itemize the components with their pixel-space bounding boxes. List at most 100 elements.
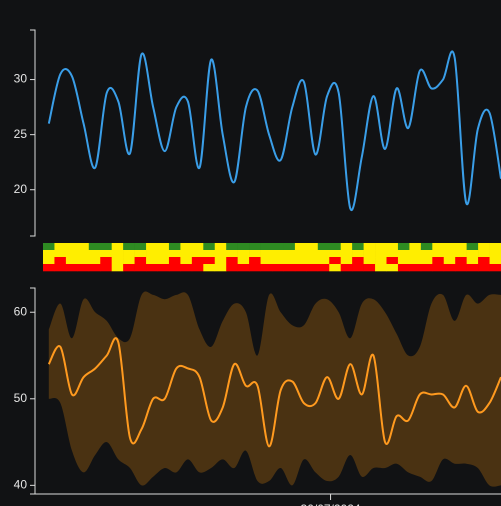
- heatmap-cell: [249, 257, 261, 265]
- heatmap-cell: [352, 257, 364, 265]
- line: [47, 50, 501, 212]
- heatmap-cell: [432, 250, 445, 258]
- heatmap-cell: [191, 257, 204, 265]
- heatmap-cell: [134, 243, 147, 251]
- heatmap-cell: [134, 250, 147, 258]
- heatmap-cell: [306, 243, 319, 251]
- heatmap-cell: [88, 264, 101, 272]
- heatmap-cell: [157, 264, 170, 272]
- heatmap-cell: [157, 257, 170, 265]
- heatmap-cell: [397, 264, 410, 272]
- heatmap-cell: [352, 250, 364, 258]
- heatmap-cell: [272, 264, 284, 272]
- heatmap-cell: [283, 257, 296, 265]
- heatmap-cell: [249, 250, 261, 258]
- heatmap-cell: [409, 250, 422, 258]
- heatmap-cell: [54, 257, 67, 265]
- heatmap-cell: [168, 250, 181, 258]
- heatmap-cell: [77, 250, 90, 258]
- y-tick-label: 25: [14, 127, 28, 141]
- heatmap-cell: [375, 264, 387, 272]
- heatmap-cell: [54, 250, 67, 258]
- heatmap-cell: [443, 264, 456, 272]
- heatmap-cell: [409, 264, 422, 272]
- heatmap-cell: [466, 243, 479, 251]
- heatmap-cell: [88, 257, 101, 265]
- heatmap-cell: [237, 243, 250, 251]
- heatmap-cell: [191, 243, 204, 251]
- heatmap-cell: [168, 243, 181, 251]
- heatmap-cell: [409, 257, 422, 265]
- heatmap-cell: [237, 250, 250, 258]
- heatmap-cell: [443, 243, 456, 251]
- heatmap-cell: [180, 243, 193, 251]
- heatmap-cell: [317, 264, 330, 272]
- heatmap-cell: [317, 243, 330, 251]
- heatmap-cell: [489, 264, 501, 272]
- heatmap-cell: [432, 264, 445, 272]
- heatmap-cell: [203, 243, 216, 251]
- y-tick-label: 40: [14, 478, 28, 492]
- heatmap-cell: [397, 250, 410, 258]
- heatmap-cell: [455, 264, 467, 272]
- heatmap-cell: [214, 250, 227, 258]
- heatmap-cell: [43, 250, 55, 258]
- heatmap-cell: [283, 250, 296, 258]
- heatmap-cell: [386, 243, 399, 251]
- heatmap-cell: [65, 243, 78, 251]
- y-tick-label: 20: [14, 182, 28, 196]
- heatmap-cell: [386, 257, 399, 265]
- heatmap-cell: [214, 264, 227, 272]
- heatmap-cell: [168, 264, 181, 272]
- heatmap-cell: [363, 243, 376, 251]
- heatmap-cell: [203, 257, 216, 265]
- heatmap-cell: [237, 257, 250, 265]
- heatmap-cell: [420, 264, 433, 272]
- heatmap-cell: [100, 243, 112, 251]
- heatmap-cell: [226, 264, 238, 272]
- heatmap-cell: [134, 257, 147, 265]
- y-axis: [30, 29, 36, 237]
- heatmap-cell: [455, 250, 467, 258]
- heatmap-cell: [146, 243, 158, 251]
- heatmap-cell: [226, 243, 238, 251]
- heatmap-cell: [100, 250, 112, 258]
- heatmap-cell: [363, 257, 376, 265]
- heatmap-cell: [100, 264, 112, 272]
- heatmap-cell: [54, 243, 67, 251]
- heatmap-cell: [180, 257, 193, 265]
- heatmap-cell: [363, 250, 376, 258]
- heatmap-cell: [283, 264, 296, 272]
- heatmap-cell: [455, 257, 467, 265]
- heatmap-cell: [375, 250, 387, 258]
- heatmap-cell: [352, 264, 364, 272]
- heatmap-cell: [340, 250, 353, 258]
- heatmap-cell: [123, 243, 135, 251]
- heatmap-cell: [180, 264, 193, 272]
- heatmap-cell: [466, 257, 479, 265]
- heatmap-cell: [340, 257, 353, 265]
- heatmap-cell: [111, 250, 124, 258]
- heatmap-cell: [352, 243, 364, 251]
- heatmap-cell: [340, 243, 353, 251]
- heatmap-cell: [455, 243, 467, 251]
- heatmap-cell: [420, 257, 433, 265]
- heatmap-cell: [123, 264, 135, 272]
- heatmap-cell: [146, 257, 158, 265]
- heatmap-cell: [420, 243, 433, 251]
- heatmap-cell: [329, 250, 341, 258]
- y-axis: [30, 287, 36, 495]
- heatmap-cell: [317, 250, 330, 258]
- heatmap-cell: [340, 264, 353, 272]
- heatmap-cell: [489, 243, 501, 251]
- heatmap-cell: [88, 250, 101, 258]
- heatmap-cell: [478, 243, 490, 251]
- heatmap-cell: [65, 264, 78, 272]
- heatmap-cell: [329, 243, 341, 251]
- heatmap-cell: [100, 257, 112, 265]
- heatmap-cell: [432, 257, 445, 265]
- heatmap-cell: [283, 243, 296, 251]
- heatmap-cell: [214, 243, 227, 251]
- heatmap-cell: [386, 264, 399, 272]
